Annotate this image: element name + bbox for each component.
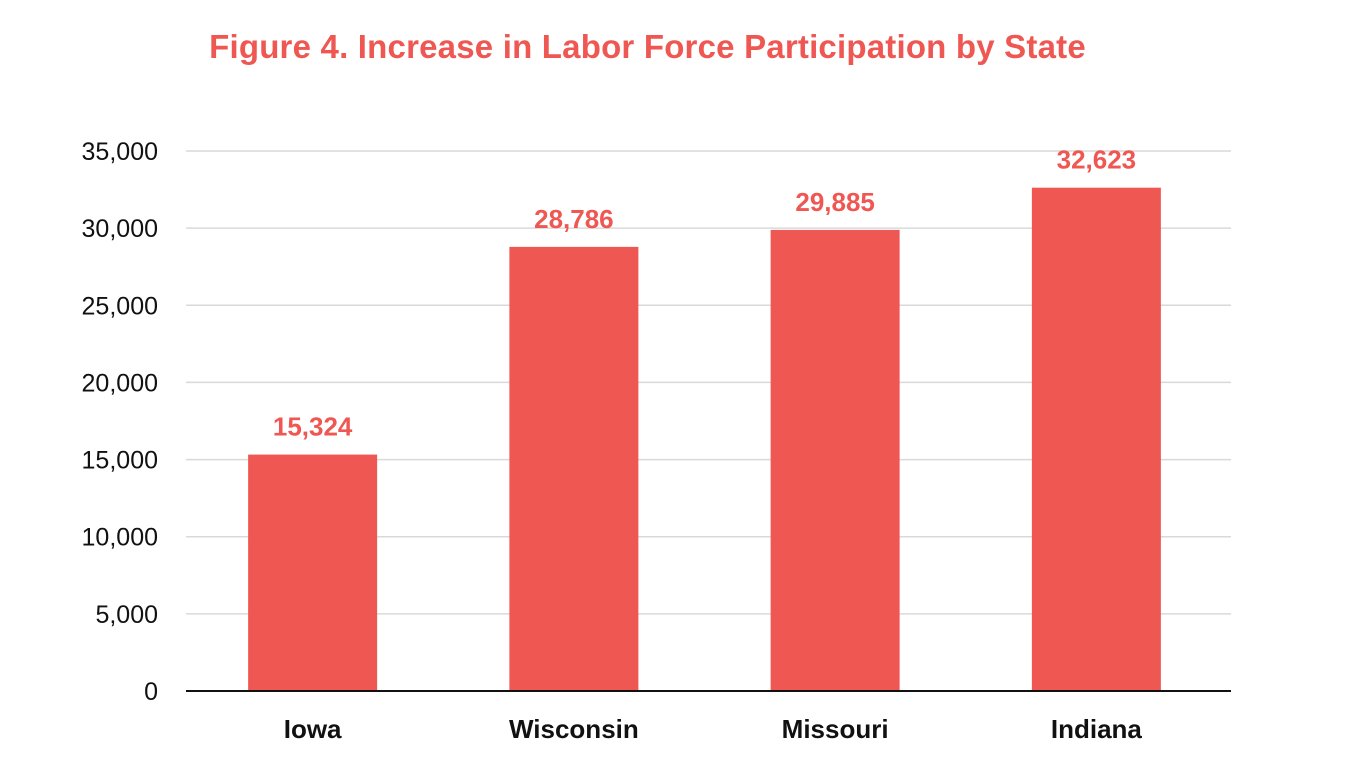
x-tick-label: Iowa	[284, 714, 342, 744]
bar-wisconsin	[509, 246, 639, 691]
y-tick-label: 15,000	[82, 447, 158, 475]
y-tick-label: 0	[144, 678, 158, 706]
data-label: 29,885	[795, 187, 875, 217]
data-label: 15,324	[273, 412, 353, 442]
x-axis-tick-labels: Iowa Wisconsin Missouri Indiana	[284, 714, 1143, 744]
x-tick-label: Missouri	[782, 714, 889, 744]
y-tick-label: 20,000	[82, 369, 158, 397]
bar-missouri	[770, 229, 900, 691]
bars	[248, 187, 1161, 692]
data-labels: 15,324 28,786 29,885 32,623	[273, 145, 1136, 442]
x-tick-label: Wisconsin	[509, 714, 639, 744]
y-tick-label: 30,000	[82, 215, 158, 243]
data-label: 32,623	[1057, 145, 1137, 175]
y-tick-label: 35,000	[82, 138, 158, 166]
y-axis-tick-labels: 0 5,000 10,000 15,000 20,000 25,000 30,000 35,0…	[82, 138, 158, 706]
y-tick-label: 10,000	[82, 524, 158, 552]
y-tick-label: 5,000	[95, 601, 158, 629]
x-tick-label: Indiana	[1051, 714, 1143, 744]
bar-indiana	[1031, 187, 1161, 692]
data-label: 28,786	[534, 204, 614, 234]
y-tick-label: 25,000	[82, 292, 158, 320]
chart-title: Figure 4. Increase in Labor Force Partic…	[209, 28, 1086, 65]
bar-iowa	[248, 454, 378, 691]
